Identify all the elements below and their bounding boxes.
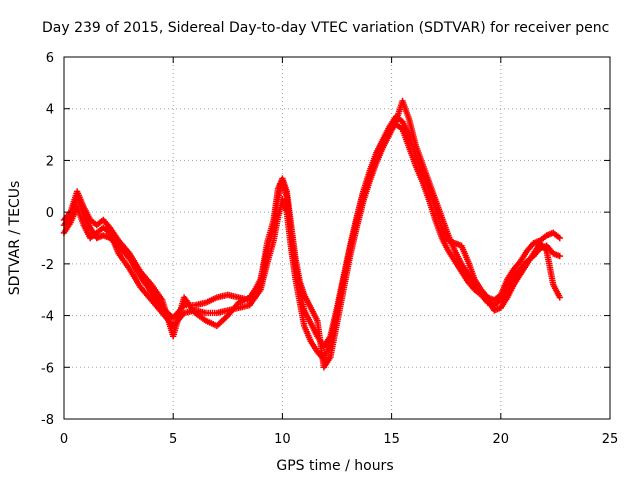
y-tick-label: 6 xyxy=(46,51,54,66)
y-tick-label: 4 xyxy=(46,103,54,118)
series-track-c xyxy=(60,97,563,371)
series-track-a xyxy=(60,113,563,350)
x-tick-label: 25 xyxy=(602,432,619,447)
y-tick-label: -4 xyxy=(41,310,54,325)
data-point-marker xyxy=(556,294,563,301)
x-tick-label: 0 xyxy=(60,432,68,447)
chart-title: Day 239 of 2015, Sidereal Day-to-day VTE… xyxy=(42,20,609,36)
y-tick-label: 2 xyxy=(46,154,54,169)
x-tick-label: 5 xyxy=(169,432,177,447)
y-tick-label: -8 xyxy=(41,413,54,428)
data-point-marker xyxy=(556,234,563,242)
data-points xyxy=(60,97,563,371)
x-axis-label: GPS time / hours xyxy=(276,458,393,474)
y-axis-label: SDTVAR / TECUs xyxy=(7,181,23,296)
x-tick-label: 20 xyxy=(493,432,510,447)
y-tick-label: -6 xyxy=(41,361,54,376)
y-tick-label: -2 xyxy=(41,258,54,273)
axis-ticks: 0 5 10 15 20 25 -8 -6 -4 -2 0 2 4 6 xyxy=(41,51,618,447)
x-tick-label: 15 xyxy=(383,432,400,447)
plot-frame xyxy=(63,56,611,420)
data-point-marker xyxy=(556,252,563,260)
y-tick-label: 0 xyxy=(46,206,54,221)
grid-lines xyxy=(64,57,610,419)
x-tick-label: 10 xyxy=(274,432,291,447)
